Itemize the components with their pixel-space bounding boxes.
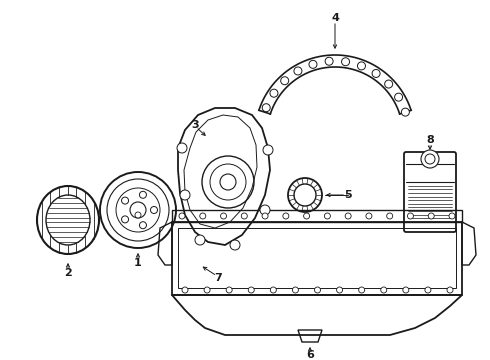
Circle shape: [401, 108, 409, 116]
Circle shape: [248, 287, 254, 293]
Text: 8: 8: [426, 135, 434, 145]
Text: 6: 6: [306, 350, 314, 360]
Text: 2: 2: [64, 268, 72, 278]
Circle shape: [309, 60, 317, 68]
Circle shape: [324, 213, 330, 219]
Circle shape: [387, 213, 392, 219]
Circle shape: [294, 67, 302, 75]
Text: 4: 4: [331, 13, 339, 23]
Circle shape: [122, 216, 128, 223]
Circle shape: [230, 240, 240, 250]
Text: 1: 1: [134, 258, 142, 268]
Circle shape: [263, 145, 273, 155]
Circle shape: [425, 287, 431, 293]
Circle shape: [195, 235, 205, 245]
Circle shape: [403, 287, 409, 293]
Circle shape: [122, 197, 128, 204]
Circle shape: [359, 287, 365, 293]
Circle shape: [366, 213, 372, 219]
Circle shape: [270, 89, 278, 97]
Text: 7: 7: [214, 273, 222, 283]
Circle shape: [140, 222, 147, 229]
Circle shape: [140, 191, 147, 198]
Circle shape: [425, 154, 435, 164]
Circle shape: [200, 213, 206, 219]
Circle shape: [447, 287, 453, 293]
Circle shape: [135, 212, 141, 218]
Circle shape: [281, 77, 289, 85]
Text: 3: 3: [191, 120, 199, 130]
Circle shape: [421, 150, 439, 168]
Circle shape: [262, 213, 268, 219]
Circle shape: [220, 213, 226, 219]
Circle shape: [381, 287, 387, 293]
Circle shape: [394, 93, 403, 101]
Circle shape: [260, 205, 270, 215]
Circle shape: [204, 287, 210, 293]
Circle shape: [179, 213, 185, 219]
Circle shape: [241, 213, 247, 219]
Circle shape: [177, 143, 187, 153]
Circle shape: [385, 80, 392, 88]
Circle shape: [358, 62, 366, 70]
Circle shape: [408, 213, 414, 219]
Circle shape: [372, 69, 380, 77]
Circle shape: [337, 287, 343, 293]
Circle shape: [342, 58, 349, 66]
Circle shape: [150, 207, 157, 213]
Circle shape: [262, 104, 270, 112]
Circle shape: [293, 287, 298, 293]
Circle shape: [345, 213, 351, 219]
Circle shape: [182, 287, 188, 293]
Circle shape: [270, 287, 276, 293]
Circle shape: [325, 57, 333, 65]
Circle shape: [449, 213, 455, 219]
Circle shape: [226, 287, 232, 293]
Circle shape: [180, 190, 190, 200]
Text: 5: 5: [344, 190, 352, 200]
Circle shape: [428, 213, 434, 219]
Circle shape: [283, 213, 289, 219]
Circle shape: [315, 287, 320, 293]
Circle shape: [304, 213, 310, 219]
